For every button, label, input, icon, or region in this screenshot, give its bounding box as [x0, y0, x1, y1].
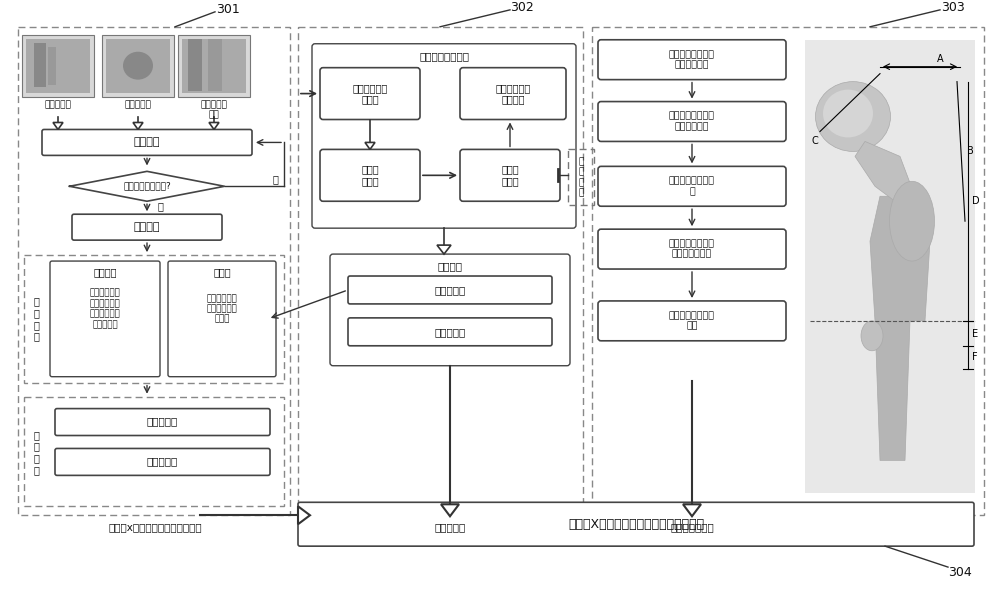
Text: 骨组织分割: 骨组织分割 — [434, 522, 466, 532]
Text: 实
现
定
位: 实 现 定 位 — [578, 157, 584, 197]
Bar — [568, 150, 594, 205]
Polygon shape — [855, 141, 915, 201]
Bar — [24, 255, 284, 383]
Polygon shape — [683, 504, 701, 516]
Text: 数据清洗: 数据清洗 — [134, 138, 160, 147]
FancyBboxPatch shape — [460, 68, 566, 120]
Ellipse shape — [890, 181, 934, 261]
Text: 骨组织边缘: 骨组织边缘 — [434, 285, 466, 295]
Text: 骨组织参数测量: 骨组织参数测量 — [670, 522, 714, 532]
Bar — [18, 27, 290, 516]
Text: 骨组织区域: 骨组织区域 — [434, 327, 466, 337]
Bar — [178, 35, 250, 97]
Bar — [805, 40, 975, 493]
Text: 传统方法: 传统方法 — [93, 267, 117, 277]
Text: 样本标记: 样本标记 — [134, 222, 160, 232]
Polygon shape — [870, 196, 930, 461]
FancyBboxPatch shape — [598, 229, 786, 269]
Bar — [182, 39, 246, 92]
Polygon shape — [133, 123, 143, 129]
Bar — [188, 39, 202, 91]
FancyBboxPatch shape — [598, 166, 786, 206]
Bar — [106, 39, 170, 92]
FancyBboxPatch shape — [168, 261, 276, 377]
Bar — [208, 39, 222, 91]
Text: 骨组织区域: 骨组织区域 — [146, 457, 178, 467]
Polygon shape — [298, 506, 310, 524]
Text: 骨组织X线片自动分割、测量、分析系统: 骨组织X线片自动分割、测量、分析系统 — [568, 518, 704, 530]
FancyBboxPatch shape — [50, 261, 160, 377]
Bar — [26, 39, 90, 92]
Text: 形变法: 形变法 — [213, 267, 231, 277]
Polygon shape — [53, 123, 63, 129]
Text: 303: 303 — [941, 1, 965, 14]
FancyBboxPatch shape — [348, 276, 552, 304]
Text: E: E — [972, 329, 978, 339]
Text: F: F — [972, 352, 978, 362]
Text: 研究测量参数的数
学拟合测量方法: 研究测量参数的数 学拟合测量方法 — [669, 240, 715, 259]
Text: 数
据
增
强: 数 据 增 强 — [33, 296, 39, 342]
Bar — [34, 43, 46, 86]
Text: B: B — [967, 147, 973, 156]
Ellipse shape — [123, 52, 153, 80]
Text: 301: 301 — [216, 4, 240, 16]
FancyBboxPatch shape — [320, 150, 420, 201]
FancyBboxPatch shape — [598, 301, 786, 341]
Bar — [24, 396, 284, 506]
Text: 骨组织x线片样本数据清洗及增强: 骨组织x线片样本数据清洗及增强 — [108, 522, 202, 532]
Text: 否: 否 — [272, 174, 278, 184]
Bar — [298, 27, 583, 516]
Text: D: D — [972, 196, 980, 206]
FancyBboxPatch shape — [320, 68, 420, 120]
Ellipse shape — [861, 321, 883, 351]
Bar — [48, 46, 56, 85]
Polygon shape — [365, 142, 375, 150]
FancyBboxPatch shape — [55, 448, 270, 476]
FancyBboxPatch shape — [330, 254, 570, 366]
Text: 302: 302 — [510, 1, 534, 14]
Text: 骨组织边缘: 骨组织边缘 — [146, 417, 178, 427]
Bar — [22, 35, 94, 97]
Text: 基于边缘弹性
形变的数据增
强方法: 基于边缘弹性 形变的数据增 强方法 — [207, 294, 237, 324]
Bar — [592, 27, 984, 516]
Text: 是: 是 — [157, 201, 163, 211]
Polygon shape — [437, 245, 451, 254]
Text: 上采样
层输出: 上采样 层输出 — [501, 164, 519, 186]
Text: 测量结果的验证与
优化: 测量结果的验证与 优化 — [669, 311, 715, 331]
Polygon shape — [441, 504, 459, 516]
FancyBboxPatch shape — [312, 44, 576, 228]
FancyBboxPatch shape — [72, 214, 222, 240]
FancyBboxPatch shape — [598, 40, 786, 80]
Text: 大背景范围
样本: 大背景范围 样本 — [201, 100, 227, 119]
FancyBboxPatch shape — [348, 318, 552, 346]
Text: 连续上采样的
扩张网络: 连续上采样的 扩张网络 — [495, 83, 531, 104]
Text: 满足训练样本要求?: 满足训练样本要求? — [123, 182, 171, 191]
Ellipse shape — [823, 89, 873, 138]
FancyBboxPatch shape — [55, 409, 270, 436]
FancyBboxPatch shape — [460, 150, 560, 201]
FancyBboxPatch shape — [598, 101, 786, 141]
Polygon shape — [209, 123, 219, 129]
Text: 含假体样本: 含假体样本 — [45, 100, 71, 109]
FancyBboxPatch shape — [298, 502, 974, 546]
Text: 根据医学理论确定
参数测量规定: 根据医学理论确定 参数测量规定 — [669, 112, 715, 131]
Text: 高分辨
率特征: 高分辨 率特征 — [361, 164, 379, 186]
Ellipse shape — [816, 82, 891, 151]
Bar — [102, 35, 174, 97]
Text: 样
本
数
据: 样 本 数 据 — [33, 430, 39, 475]
Text: 确定参数的数学定
义: 确定参数的数学定 义 — [669, 176, 715, 196]
Text: 分割结果: 分割结果 — [438, 261, 462, 271]
FancyBboxPatch shape — [42, 129, 252, 156]
Text: 非正向样本: 非正向样本 — [125, 100, 151, 109]
Text: 304: 304 — [948, 566, 972, 579]
Text: 图像亮度、饱
和度、对比度
变化、仿射变
换、加噪等: 图像亮度、饱 和度、对比度 变化、仿射变 换、加噪等 — [90, 289, 120, 329]
Text: 连续池化的收
缩网络: 连续池化的收 缩网络 — [352, 83, 388, 104]
Text: 确定需要测量的几
何形态学参数: 确定需要测量的几 何形态学参数 — [669, 50, 715, 69]
Text: A: A — [937, 54, 943, 64]
Text: C: C — [812, 136, 818, 147]
Text: 深度神经网络设计: 深度神经网络设计 — [419, 51, 469, 61]
